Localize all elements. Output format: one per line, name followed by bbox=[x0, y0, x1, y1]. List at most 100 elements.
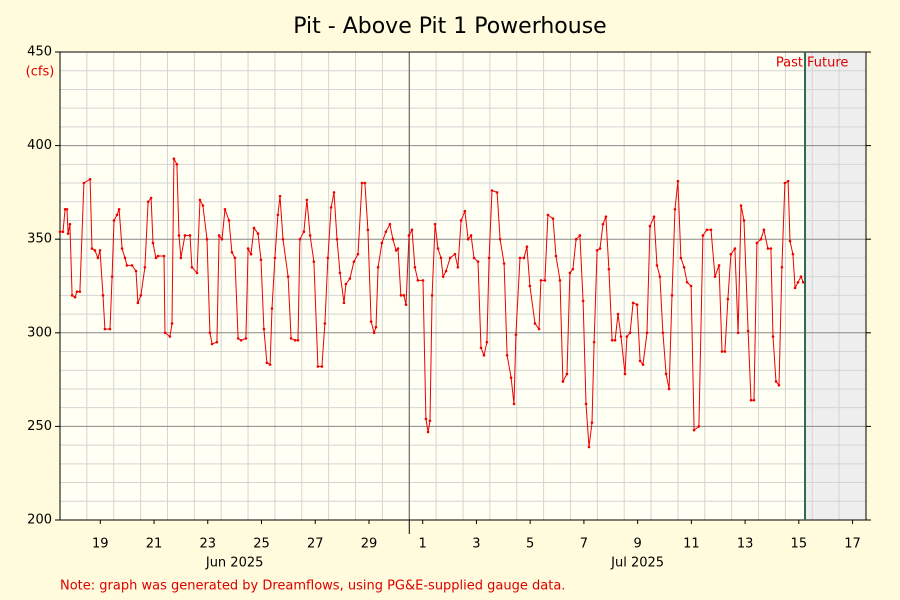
data-point bbox=[495, 191, 499, 194]
data-point bbox=[780, 265, 784, 269]
data-point bbox=[616, 312, 620, 316]
data-point bbox=[736, 331, 740, 335]
data-point bbox=[149, 196, 153, 200]
x-tick-label: 9 bbox=[633, 537, 641, 552]
data-point bbox=[163, 331, 167, 335]
data-point bbox=[713, 275, 717, 278]
data-point bbox=[472, 256, 476, 260]
data-point bbox=[134, 269, 138, 273]
data-point bbox=[463, 209, 467, 213]
data-point bbox=[363, 181, 367, 185]
data-point bbox=[326, 256, 330, 260]
series-line bbox=[60, 158, 804, 448]
data-point bbox=[177, 234, 181, 237]
data-point bbox=[638, 359, 642, 363]
data-point bbox=[338, 271, 342, 275]
data-point bbox=[156, 254, 160, 258]
data-point bbox=[96, 256, 100, 260]
data-point bbox=[717, 264, 721, 267]
data-point bbox=[139, 294, 143, 297]
data-point bbox=[404, 303, 408, 307]
data-point bbox=[729, 252, 733, 256]
data-point bbox=[487, 256, 491, 260]
data-point bbox=[90, 247, 94, 250]
data-point bbox=[308, 234, 312, 237]
data-point bbox=[421, 279, 425, 282]
data-point bbox=[117, 207, 121, 211]
data-point bbox=[210, 342, 214, 346]
data-point bbox=[766, 247, 770, 250]
data-point bbox=[498, 237, 502, 241]
data-point bbox=[733, 247, 737, 250]
data-point bbox=[723, 350, 727, 353]
data-point bbox=[396, 247, 400, 250]
data-point bbox=[78, 290, 82, 293]
data-point bbox=[799, 275, 803, 278]
data-point bbox=[175, 163, 179, 166]
x-tick-label: 21 bbox=[146, 537, 163, 552]
data-point bbox=[610, 338, 614, 342]
data-point bbox=[441, 275, 445, 278]
data-point bbox=[791, 252, 795, 256]
data-point bbox=[230, 251, 234, 254]
data-point bbox=[168, 335, 172, 338]
data-point bbox=[543, 279, 547, 282]
data-point bbox=[305, 198, 309, 202]
x-tick-label: 19 bbox=[92, 537, 109, 552]
x-tick-label: 27 bbox=[307, 537, 324, 552]
data-point bbox=[278, 194, 282, 198]
data-point bbox=[661, 331, 665, 335]
x-tick-label: 7 bbox=[580, 537, 588, 552]
data-point bbox=[426, 430, 430, 434]
note: Note: graph was generated by Dreamflows,… bbox=[60, 579, 565, 594]
data-point bbox=[490, 189, 494, 192]
x-tick-label: 13 bbox=[737, 537, 754, 552]
data-point bbox=[136, 301, 140, 305]
data-point bbox=[525, 245, 529, 248]
data-point bbox=[93, 249, 97, 252]
data-point bbox=[601, 222, 605, 226]
data-point bbox=[223, 207, 227, 211]
data-point bbox=[689, 284, 693, 288]
data-point bbox=[335, 237, 339, 241]
data-point bbox=[584, 402, 588, 406]
data-point bbox=[726, 297, 730, 301]
month-label: Jul 2025 bbox=[610, 556, 664, 571]
data-point bbox=[348, 277, 352, 280]
data-point bbox=[376, 265, 380, 269]
data-point bbox=[120, 247, 124, 250]
data-point bbox=[108, 327, 112, 331]
data-point bbox=[154, 256, 158, 260]
x-tick-label: 23 bbox=[199, 537, 216, 552]
data-point bbox=[143, 265, 147, 269]
data-point bbox=[762, 228, 766, 232]
data-point bbox=[448, 256, 452, 260]
data-point bbox=[692, 428, 696, 432]
data-point bbox=[239, 338, 243, 342]
data-point bbox=[619, 335, 623, 338]
data-point bbox=[276, 213, 280, 217]
data-point bbox=[286, 275, 290, 278]
data-point bbox=[198, 198, 202, 202]
y-tick-label: 400 bbox=[27, 138, 52, 153]
data-point bbox=[571, 267, 575, 271]
plot-frame bbox=[59, 51, 867, 521]
x-tick-label: 5 bbox=[526, 537, 534, 552]
data-point bbox=[188, 234, 192, 237]
data-point bbox=[394, 249, 398, 252]
data-point bbox=[759, 237, 763, 241]
future-label: Future bbox=[807, 56, 848, 71]
data-point bbox=[220, 237, 224, 241]
data-point bbox=[227, 219, 231, 222]
data-point bbox=[598, 247, 602, 250]
data-point bbox=[587, 445, 591, 449]
data-point bbox=[676, 179, 680, 183]
data-point bbox=[273, 256, 277, 260]
data-point bbox=[413, 265, 417, 269]
data-point bbox=[360, 181, 364, 185]
data-point bbox=[70, 294, 74, 297]
data-point bbox=[739, 204, 743, 207]
data-point bbox=[110, 275, 114, 278]
data-point bbox=[631, 301, 635, 305]
